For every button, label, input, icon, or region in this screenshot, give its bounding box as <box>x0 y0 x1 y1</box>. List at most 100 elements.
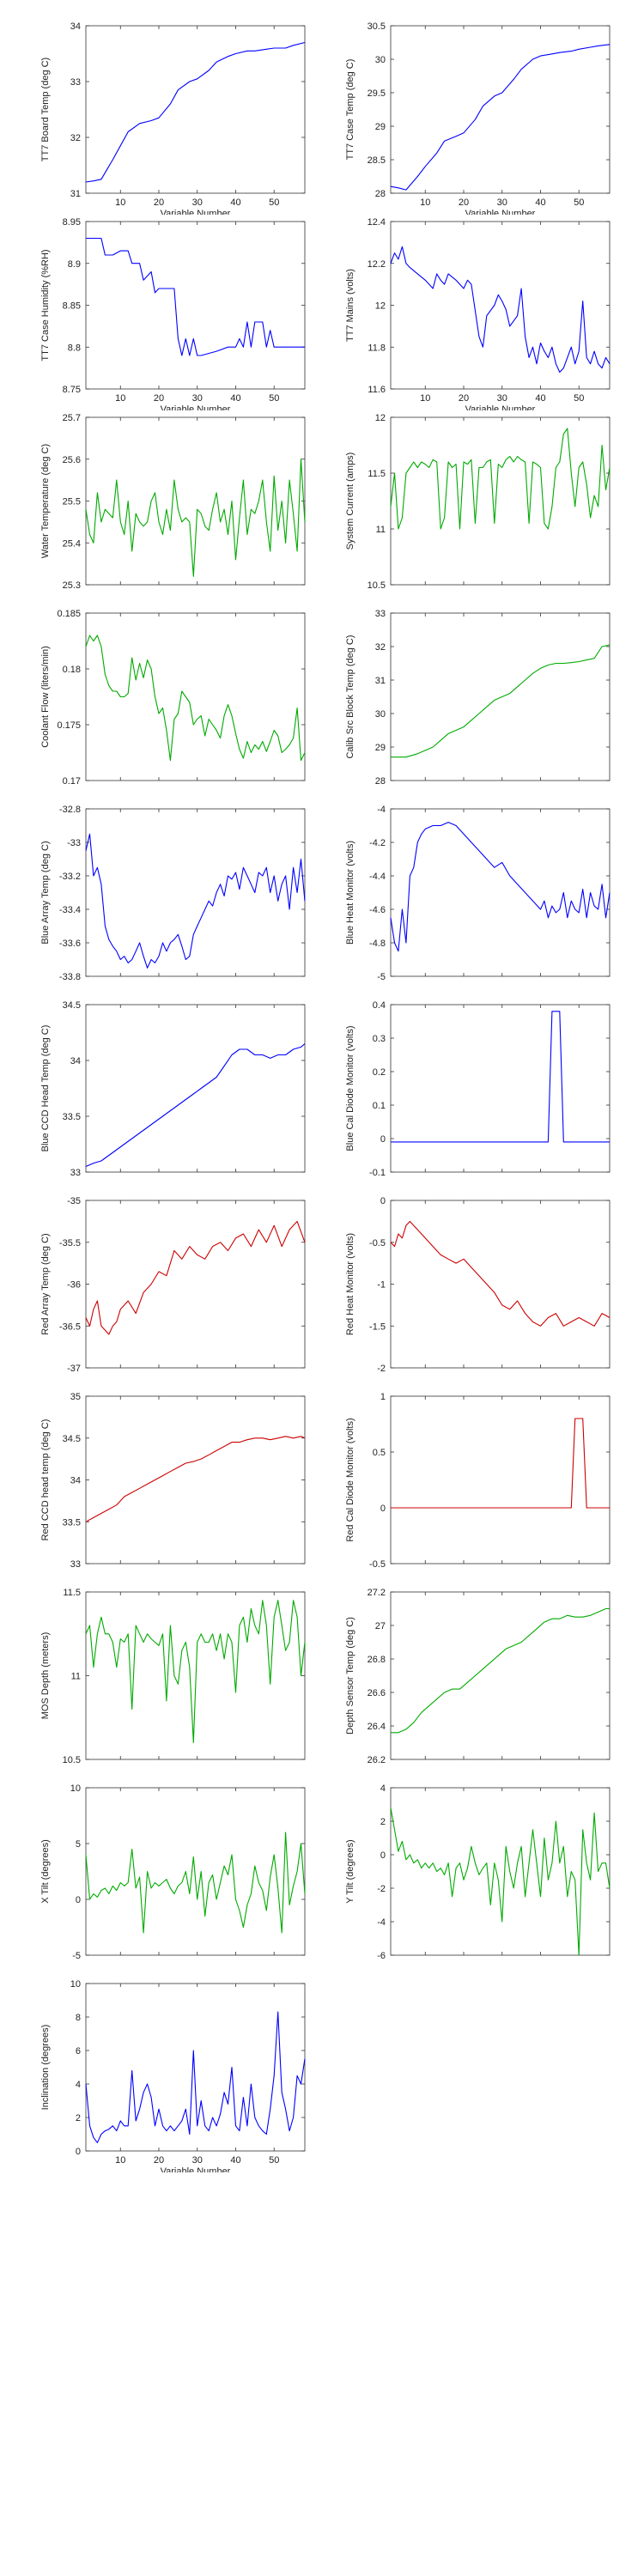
y-axis-label: Calib Src Block Temp (deg C) <box>345 635 355 758</box>
y-tick-label: 32 <box>375 642 386 653</box>
x-tick-label: 40 <box>230 2155 240 2166</box>
plot-frame <box>390 1395 611 1564</box>
y-tick-label: 33.5 <box>63 1112 81 1122</box>
y-tick-label: -33.4 <box>59 905 81 915</box>
y-tick-label: 27.2 <box>368 1588 386 1598</box>
chart-panel-17: 10.5 11 11.5 MOS Depth (meters) <box>40 1588 306 1765</box>
y-tick-label: 0 <box>380 1196 386 1206</box>
y-tick-label: 33 <box>70 77 81 88</box>
x-axis-label: Variable Number <box>161 404 231 410</box>
x-tick-label: 50 <box>574 393 584 404</box>
y-tick-label: 29.5 <box>368 88 386 99</box>
y-tick-label: 0 <box>380 1850 386 1861</box>
y-tick-label: -36.5 <box>59 1321 81 1332</box>
x-tick-label: 40 <box>535 393 545 404</box>
y-tick-label: 33 <box>70 1559 81 1570</box>
y-tick-label: 0.4 <box>373 1000 386 1011</box>
y-tick-label: -32.8 <box>59 805 81 815</box>
series-line <box>85 1600 306 1744</box>
chart-panel-10: -5 -4.8 -4.6 -4.4 -4.2 -4 Blue Heat Monitor (v… <box>345 805 611 982</box>
series-line <box>85 635 306 762</box>
plot-frame <box>390 25 611 194</box>
y-tick-label: 34 <box>70 1056 81 1066</box>
x-tick-label: 30 <box>192 197 203 208</box>
y-tick-label: -33.2 <box>59 872 81 882</box>
y-tick-label: -4 <box>377 805 386 815</box>
y-tick-label: -1 <box>377 1280 386 1291</box>
chart-panel-12: -0.1 0 0.1 0.2 0.3 0.4 Blue Cal Diode Monitor … <box>345 1000 611 1178</box>
x-tick-label: 10 <box>115 393 125 404</box>
x-tick-label: 20 <box>459 197 469 208</box>
y-tick-label: 34 <box>70 1476 81 1486</box>
x-tick-label: 10 <box>420 393 430 404</box>
chart-panel-5: 25.3 25.4 25.5 25.6 25.7 Water Temperature (d… <box>40 413 306 591</box>
chart-panel-18: 26.2 26.4 26.6 26.8 27 27.2 Depth Sensor Temp … <box>345 1588 611 1765</box>
x-tick-label: 20 <box>154 393 164 404</box>
plot-frame <box>390 1004 611 1173</box>
chart-panel-9: -33.8 -33.6 -33.4 -33.2 -33 -32.8 Blue Array T… <box>40 805 306 982</box>
y-axis-label: System Current (amps) <box>345 453 355 550</box>
plot-frame <box>390 416 611 586</box>
y-tick-label: 0.5 <box>373 1448 386 1458</box>
plot-frame <box>85 1004 306 1173</box>
y-tick-label: -33 <box>67 838 81 848</box>
x-tick-label: 10 <box>115 2155 125 2166</box>
x-tick-label: 30 <box>192 2155 203 2166</box>
x-tick-label: 40 <box>535 197 545 208</box>
y-tick-label: 11.8 <box>368 343 386 353</box>
series-line <box>85 2011 306 2143</box>
y-tick-label: 25.4 <box>63 538 81 549</box>
y-tick-label: -33.8 <box>59 972 81 982</box>
y-tick-label: -0.5 <box>369 1238 386 1249</box>
y-tick-label: 25.5 <box>63 497 81 507</box>
y-tick-label: -35 <box>67 1196 81 1206</box>
y-tick-label: 0.2 <box>373 1067 386 1078</box>
y-tick-label: -33.6 <box>59 939 81 949</box>
x-tick-label: 40 <box>230 197 240 208</box>
series-line <box>390 246 611 374</box>
chart-panel-1: 31 32 33 34 10 20 30 40 50 TT7 Board Temp (deg C)… <box>40 21 306 215</box>
y-tick-label: 10 <box>70 1979 81 1990</box>
x-tick-label: 10 <box>420 197 430 208</box>
y-tick-label: 11.5 <box>63 1588 81 1598</box>
chart-panel-7: 0.17 0.175 0.18 0.185 Coolant Flow (liters/m… <box>40 609 306 787</box>
y-tick-label: -1.5 <box>369 1321 386 1332</box>
x-tick-label: 40 <box>230 393 240 404</box>
y-axis-label: Blue CCD Head Temp (deg C) <box>40 1025 51 1152</box>
y-tick-label: 28.5 <box>368 155 386 166</box>
y-axis-label: X Tilt (degrees) <box>40 1839 51 1904</box>
y-axis-label: TT7 Case Humidity (%RH) <box>40 249 51 361</box>
y-axis-label: Blue Array Temp (deg C) <box>40 841 51 944</box>
x-tick-label: 30 <box>192 393 203 404</box>
y-tick-label: 12 <box>375 413 386 423</box>
chart-panel-3: 8.75 8.8 8.85 8.9 8.95 10 20 30 40 50 TT7 Case Hum… <box>40 217 306 410</box>
series-line <box>85 41 306 183</box>
y-tick-label: 11 <box>376 525 386 535</box>
y-tick-label: 10.5 <box>63 1755 81 1765</box>
plot-frame <box>85 612 306 781</box>
y-tick-label: 26.4 <box>368 1722 386 1732</box>
y-tick-label: 0 <box>380 1504 386 1514</box>
y-tick-label: 0.175 <box>57 720 81 731</box>
y-tick-label: 4 <box>380 1783 386 1794</box>
y-tick-label: 0 <box>76 2147 81 2157</box>
chart-panel-6: 10.5 11 11.5 12 System Current (amps) <box>345 413 611 591</box>
y-axis-label: Blue Heat Monitor (volts) <box>345 841 355 945</box>
y-tick-label: 0.185 <box>57 609 81 619</box>
series-line <box>85 833 306 969</box>
chart-panel-13: -37 -36.5 -36 -35.5 -35 Red Array Temp (deg C… <box>40 1196 306 1374</box>
y-tick-label: -0.1 <box>369 1168 386 1178</box>
x-tick-label: 10 <box>115 197 125 208</box>
y-tick-label: 12.2 <box>368 259 386 270</box>
y-tick-label: -4.6 <box>369 905 386 915</box>
y-tick-label: 31 <box>70 189 81 199</box>
y-axis-label: Coolant Flow (liters/min) <box>40 646 51 748</box>
y-tick-label: -4.4 <box>369 872 386 882</box>
y-tick-label: -5 <box>72 1951 81 1961</box>
series-line <box>390 44 611 191</box>
series-line <box>85 459 306 577</box>
y-tick-label: 11.6 <box>368 385 386 395</box>
chart-panel-15: 33 33.5 34 34.5 35 Red CCD head temp (deg C) <box>40 1392 306 1570</box>
y-tick-label: 4 <box>76 2080 81 2090</box>
